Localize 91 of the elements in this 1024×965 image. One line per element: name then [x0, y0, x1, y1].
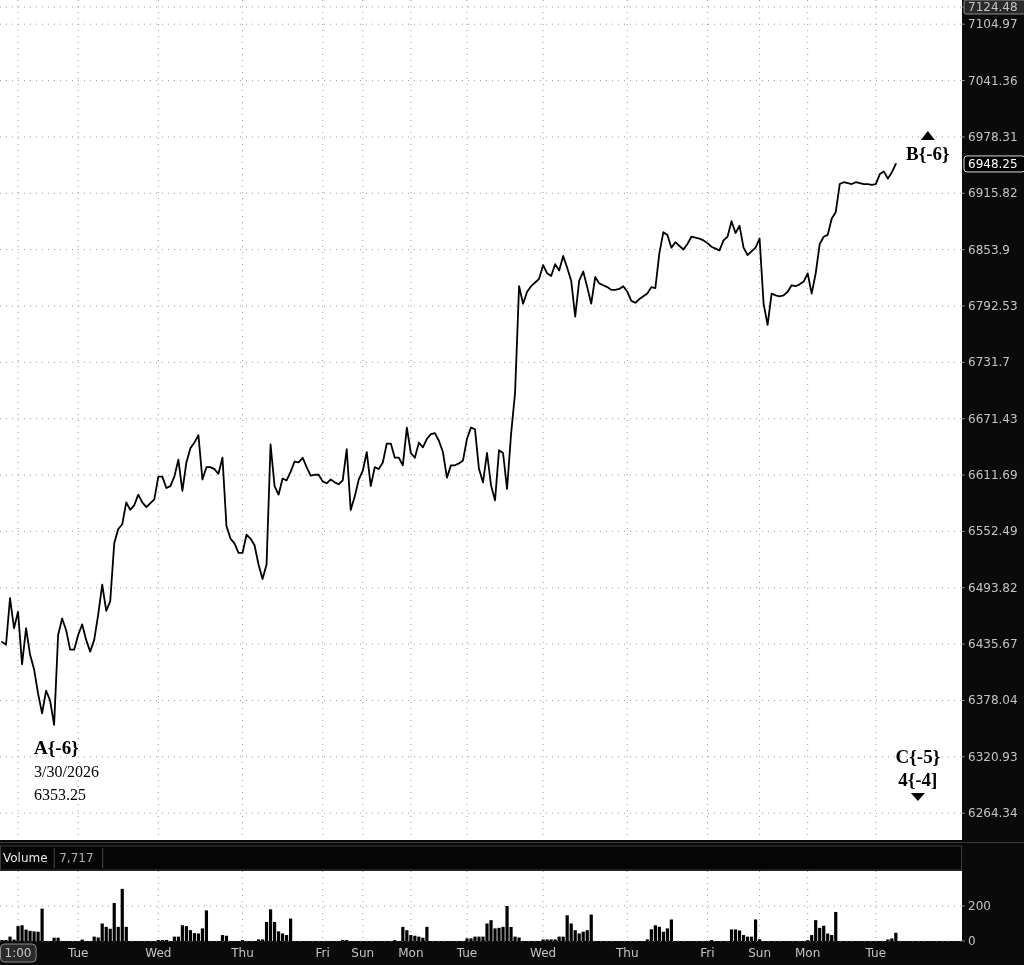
bar	[517, 937, 521, 941]
bar	[465, 938, 469, 941]
bar	[204, 910, 209, 941]
bar	[8, 936, 12, 941]
bar	[497, 927, 501, 941]
x-tick-label: Fri	[700, 946, 715, 960]
bar	[188, 930, 192, 941]
bar	[120, 888, 124, 941]
line-series	[1, 163, 897, 726]
bar	[894, 932, 898, 941]
y-tick-label: 6320.93	[968, 749, 1018, 764]
y-tick-label: 7041.36	[968, 73, 1018, 88]
bar	[401, 926, 405, 941]
bar	[505, 906, 509, 941]
bar	[489, 920, 493, 941]
bar	[32, 931, 36, 941]
x-tick-label: Tue	[864, 946, 887, 960]
x-tick-label: Thu	[615, 946, 639, 960]
y-tick-label: 6671.43	[968, 411, 1018, 426]
y-tick-label: 6978.31	[968, 129, 1018, 144]
annotation: A{-6}	[34, 736, 79, 758]
bar	[834, 911, 838, 941]
y-tick-label: 7104.97	[968, 17, 1018, 32]
y-tick-label: 200	[968, 899, 991, 913]
y-tick-label: 6378.04	[968, 693, 1018, 708]
x-tick-label: 1:00	[4, 946, 32, 960]
x-tick-label: Tue	[66, 946, 89, 960]
bar	[477, 936, 481, 941]
x-tick-label: Thu	[230, 946, 254, 960]
bar	[729, 929, 734, 941]
bar	[112, 903, 116, 941]
chart-title: Volume	[3, 851, 48, 865]
text: 7,717	[59, 851, 94, 865]
x-tick-label: Sun	[351, 946, 375, 960]
y-tick-label: 7124.48	[968, 0, 1018, 14]
bar	[289, 918, 293, 941]
bar	[40, 908, 44, 941]
bar	[220, 935, 225, 941]
y-tick-label: 6792.53	[968, 298, 1018, 313]
bar	[589, 914, 593, 941]
bar	[100, 923, 104, 941]
bar	[473, 936, 477, 941]
bar	[565, 915, 569, 941]
bar	[814, 920, 818, 941]
bar	[649, 929, 653, 941]
bar	[268, 909, 273, 941]
bar	[581, 931, 585, 941]
y-tick-label: 6264.34	[968, 806, 1018, 821]
text: 4{-4]	[898, 769, 938, 790]
bar	[28, 930, 32, 941]
bar	[741, 935, 746, 941]
text: B{-6}	[906, 142, 950, 164]
x-tick-label: Fri	[315, 946, 330, 960]
bar	[753, 919, 758, 941]
bar	[180, 925, 184, 941]
y-tick-label: 6731.7	[968, 355, 1010, 370]
bar	[733, 929, 738, 941]
annotation: 6353.25	[34, 785, 87, 803]
bar	[192, 933, 197, 941]
x-tick-label: Sun	[748, 946, 771, 960]
x-tick-label: Tue	[455, 946, 478, 960]
bar	[822, 925, 826, 941]
x-tick-label: Wed	[145, 946, 172, 960]
bar	[653, 925, 657, 941]
bar	[405, 930, 409, 941]
bar	[104, 926, 108, 941]
bar	[16, 926, 20, 941]
y-tick-label: 6552.49	[968, 524, 1018, 539]
y-tick-label: 6493.82	[968, 580, 1018, 595]
bar	[577, 933, 581, 941]
bar	[485, 923, 489, 941]
x-tick-label: Mon	[398, 946, 424, 960]
bar	[657, 926, 661, 941]
bar	[184, 926, 188, 941]
x-tick-label: Mon	[795, 946, 821, 960]
bar	[24, 929, 28, 941]
bar	[280, 933, 285, 941]
y-tick-label: 0	[968, 934, 976, 948]
bar	[661, 931, 665, 941]
y-tick-label: 6915.82	[968, 186, 1018, 201]
x-tick-label: Wed	[530, 946, 557, 960]
bar	[20, 925, 24, 941]
y-tick-label: 6435.67	[968, 637, 1018, 652]
annotation: C{-5}	[895, 746, 941, 767]
y-tick-label: 6853.9	[968, 242, 1010, 257]
text: 6948.25	[968, 156, 1018, 171]
bar	[669, 919, 673, 941]
bar	[469, 938, 473, 941]
bar	[425, 926, 429, 941]
annotation: 3/30/2026	[34, 762, 99, 780]
y-tick-label: 6611.69	[968, 468, 1018, 483]
